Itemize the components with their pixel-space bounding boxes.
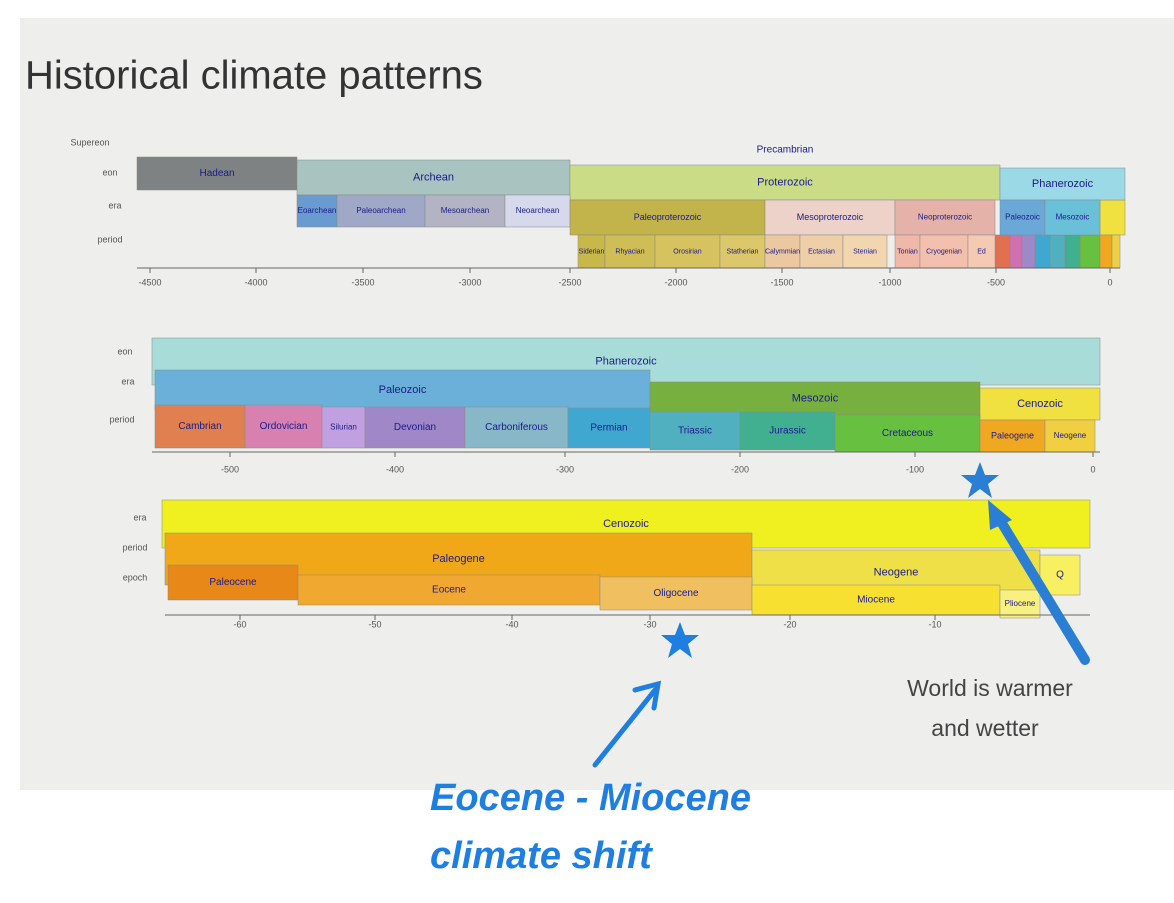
segment-label: Ordovician — [260, 421, 308, 432]
segment-label: Cretaceous — [882, 428, 933, 439]
segment-label: Statherian — [727, 248, 759, 255]
segment-label: Precambrian — [757, 145, 814, 156]
segment-label: Siderian — [579, 248, 605, 255]
segment-label: Carboniferous — [485, 422, 548, 433]
row-label: Supereon — [70, 137, 109, 147]
segment-label: Q — [1056, 570, 1064, 581]
row-label: era — [133, 512, 146, 522]
segment — [1035, 235, 1050, 268]
segment-label: Mesoarchean — [441, 206, 489, 215]
row-label: period — [109, 414, 134, 424]
tick-label: -10 — [928, 619, 941, 629]
segment — [1080, 235, 1100, 268]
segment-label: Jurassic — [769, 426, 806, 437]
segment-label: Miocene — [857, 595, 895, 606]
segment — [1100, 200, 1125, 235]
segment-label: Neoarchean — [516, 206, 560, 215]
segment-label: Ed — [977, 248, 986, 255]
row-label: eon — [102, 167, 117, 177]
segment-label: Silurian — [330, 423, 357, 432]
tick-label: -60 — [233, 619, 246, 629]
tick-label: 0 — [1090, 464, 1095, 474]
segment-label: Devonian — [394, 422, 436, 433]
segment-label: Mesoproterozoic — [797, 212, 864, 222]
segment-label: Neogene — [1054, 431, 1087, 440]
tick-label: -500 — [221, 464, 239, 474]
segment-label: Paleozoic — [1005, 213, 1040, 222]
row-label: period — [97, 234, 122, 244]
segment-label: Cambrian — [178, 421, 221, 432]
segment — [1022, 235, 1035, 268]
tick-label: -40 — [505, 619, 518, 629]
annotation: World is warmer — [907, 675, 1073, 701]
tick-label: -100 — [906, 464, 924, 474]
segment-label: Paleogene — [432, 553, 485, 565]
annotation: and wetter — [931, 715, 1039, 741]
tick-label: -2500 — [558, 277, 581, 287]
row-label: era — [121, 376, 134, 386]
tick-label: -300 — [556, 464, 574, 474]
segment-label: Neogene — [874, 566, 919, 578]
segment-label: Phanerozoic — [1032, 178, 1094, 190]
segment — [1010, 235, 1022, 268]
tick-label: -4000 — [244, 277, 267, 287]
tick-label: -4500 — [138, 277, 161, 287]
segment-label: Eocene — [432, 585, 466, 596]
segment-label: Paleoarchean — [356, 206, 405, 215]
page: Historical climate patterns Supereon eon e… — [0, 0, 1174, 903]
segment-label: Cenozoic — [1017, 398, 1063, 410]
tick-label: -3000 — [458, 277, 481, 287]
segment-label: Hadean — [199, 168, 234, 179]
segment-label: Tonian — [897, 248, 918, 255]
segment-label: Calymmian — [765, 248, 800, 255]
segment — [1100, 235, 1112, 268]
segment — [1050, 235, 1065, 268]
segment-label: Oligocene — [653, 588, 698, 599]
segment-label: Phanerozoic — [595, 355, 657, 367]
handwritten-note: Eocene - Miocene — [430, 777, 751, 819]
segment-label: Eoarchean — [298, 206, 337, 215]
segment-label: Neoproterozoic — [918, 213, 972, 222]
segment-label: Pliocene — [1005, 599, 1036, 608]
segment-label: Mesozoic — [792, 392, 839, 404]
tick-label: -1000 — [878, 277, 901, 287]
slide-title: Historical climate patterns — [25, 54, 483, 98]
slide-photo: Historical climate patterns Supereon eon e… — [0, 0, 1174, 903]
tick-label: -2000 — [664, 277, 687, 287]
tick-label: -3500 — [351, 277, 374, 287]
tick-label: -30 — [643, 619, 656, 629]
tick-label: -1500 — [770, 277, 793, 287]
segment-label: Cenozoic — [603, 518, 649, 530]
segment-label: Paleoproterozoic — [634, 212, 702, 222]
row-label: eon — [117, 346, 132, 356]
tick-label: -50 — [368, 619, 381, 629]
segment-label: Paleocene — [209, 577, 257, 588]
segment-label: Permian — [590, 423, 627, 434]
segment-label: Paleogene — [991, 430, 1034, 440]
segment — [1112, 235, 1120, 268]
segment — [995, 235, 1010, 268]
segment-label: Mesozoic — [1056, 213, 1090, 222]
row-label: epoch — [123, 572, 148, 582]
row-label: era — [108, 200, 121, 210]
tick-label: -200 — [731, 464, 749, 474]
tick-label: 0 — [1107, 277, 1112, 287]
tick-label: -400 — [386, 464, 404, 474]
segment-label: Stenian — [853, 248, 877, 255]
segment-label: Cryogenian — [926, 248, 962, 255]
tick-label: -20 — [783, 619, 796, 629]
tick-label: -500 — [987, 277, 1005, 287]
handwritten-note: climate shift — [430, 835, 653, 877]
segment-label: Proterozoic — [757, 176, 813, 188]
segment-label: Triassic — [678, 426, 712, 437]
segment-label: Orosirian — [673, 248, 702, 255]
segment-label: Archean — [413, 171, 454, 183]
segment-label: Rhyacian — [615, 248, 644, 255]
segment — [1065, 235, 1080, 268]
row-label: period — [122, 542, 147, 552]
segment-label: Ectasian — [808, 248, 835, 255]
segment-label: Paleozoic — [379, 384, 427, 396]
